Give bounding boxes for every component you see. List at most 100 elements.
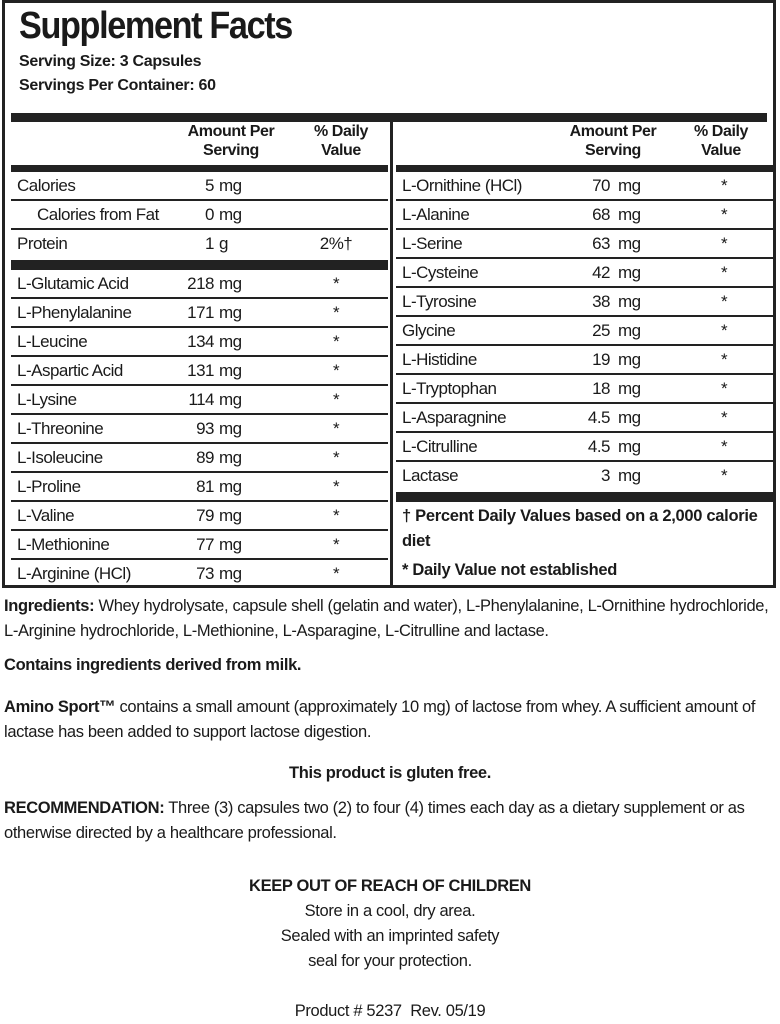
daily-value: * (720, 466, 728, 485)
ingredients: Ingredients: Whey hydrolysate, capsule s… (4, 594, 776, 644)
nutrient-row: L-Threonine 93 mg * (11, 415, 388, 444)
header-line: Value (321, 142, 361, 159)
nutrient-name: L-Ornithine (HCl) (402, 176, 522, 195)
ingredients-text: Whey hydrolysate, capsule shell (gelatin… (4, 597, 769, 640)
nutrient-amount: 1 (205, 234, 214, 253)
nutrient-amount: 63 (592, 234, 610, 253)
nutrient-row: L-Phenylalanine 171 mg * (11, 299, 388, 328)
nutrient-name: L-Leucine (17, 332, 88, 351)
nutrient-unit: mg (618, 292, 641, 311)
nutrient-row: L-Lysine 114 mg * (11, 386, 388, 415)
nutrient-amount: 5 (205, 176, 214, 195)
allergen-statement: Contains ingredients derived from milk. (4, 656, 302, 674)
nutrient-amount: 18 (592, 379, 610, 398)
table-header: Amount Per Serving % Daily Value (11, 122, 388, 165)
daily-value: * (332, 448, 340, 467)
nutrient-name: L-Threonine (17, 419, 104, 438)
nutrient-row: L-Tyrosine 38 mg * (396, 288, 773, 317)
daily-value: * (332, 274, 340, 293)
nutrient-unit: mg (219, 361, 242, 380)
nutrient-unit: mg (618, 263, 641, 282)
nutrient-unit: mg (618, 234, 641, 253)
nutrient-unit: mg (618, 437, 641, 456)
nutrient-row: Calories from Fat 0 mg (11, 201, 388, 230)
header-line: Amount Per (187, 123, 275, 140)
recommendation: RECOMMENDATION: Three (3) capsules two (… (4, 796, 776, 846)
panel-title: Supplement Facts (19, 5, 293, 47)
nutrient-row: L-Leucine 134 mg * (11, 328, 388, 357)
nutrient-unit: mg (219, 477, 242, 496)
product-name: Amino Sport™ (4, 698, 116, 716)
nutrient-amount: 68 (592, 205, 610, 224)
nutrient-name: L-Isoleucine (17, 448, 103, 467)
nutrient-unit: mg (618, 321, 641, 340)
nutrient-name: L-Lysine (17, 390, 77, 409)
nutrient-amount: 89 (196, 448, 214, 467)
dv-header: % Daily Value (686, 122, 756, 160)
nutrient-name: L-Histidine (402, 350, 477, 369)
nutrient-row: L-Proline 81 mg * (11, 473, 388, 502)
daily-value: * (720, 408, 728, 427)
nutrient-row: Glycine 25 mg * (396, 317, 773, 346)
nutrient-amount: 81 (196, 477, 214, 496)
nutrient-name: L-Valine (17, 506, 75, 525)
nutrient-row: L-Aspartic Acid 131 mg * (11, 357, 388, 386)
header-line: Serving (203, 142, 259, 159)
header-line: % Daily (313, 123, 369, 140)
lactose-statement: Amino Sport™ contains a small amount (ap… (4, 695, 776, 745)
daily-value: * (720, 176, 728, 195)
nutrient-unit: mg (219, 332, 242, 351)
nutrient-amount: 171 (187, 303, 214, 322)
thick-rule (396, 492, 773, 502)
nutrient-row: L-Alanine 68 mg * (396, 201, 773, 230)
storage-line: Store in a cool, dry area. (304, 902, 476, 920)
daily-value: * (720, 234, 728, 253)
nutrient-unit: mg (618, 205, 641, 224)
nutrient-amount: 0 (205, 205, 214, 224)
nutrient-name: L-Tyrosine (402, 292, 477, 311)
amount-header: Amount Per Serving (181, 122, 281, 160)
table-header: Amount Per Serving % Daily Value (396, 122, 773, 165)
nutrient-unit: mg (219, 205, 242, 224)
daily-value: 2%† (319, 234, 353, 253)
right-table: Amount Per Serving % Daily Value L-Ornithi… (396, 122, 773, 587)
ingredients-label: Ingredients: (4, 597, 95, 615)
daily-value: * (332, 506, 340, 525)
daily-value: * (332, 535, 340, 554)
footnote-dagger: † Percent Daily Values based on a 2,000 … (402, 507, 758, 550)
nutrient-amount: 93 (196, 419, 214, 438)
nutrient-name: L-Proline (17, 477, 81, 496)
nutrient-name: L-Methionine (17, 535, 110, 554)
nutrient-row: L-Valine 79 mg * (11, 502, 388, 531)
nutrient-unit: mg (618, 466, 641, 485)
nutrient-row: L-Histidine 19 mg * (396, 346, 773, 375)
nutrient-amount: 114 (188, 390, 214, 409)
thick-rule (11, 113, 767, 122)
daily-value: * (332, 419, 340, 438)
nutrient-unit: mg (219, 419, 242, 438)
serving-size: Serving Size: 3 Capsules (19, 53, 202, 70)
nutrient-amount: 4.5 (587, 437, 611, 456)
daily-value: * (720, 263, 728, 282)
nutrient-row: L-Cysteine 42 mg * (396, 259, 773, 288)
thick-rule (396, 165, 773, 172)
header-line: Value (701, 142, 741, 159)
daily-value: * (720, 205, 728, 224)
nutrient-amount: 134 (187, 332, 214, 351)
daily-value: * (332, 361, 340, 380)
nutrient-unit: mg (219, 176, 242, 195)
nutrient-unit: mg (219, 506, 242, 525)
daily-value: * (720, 292, 728, 311)
storage-line: Sealed with an imprinted safety (280, 927, 500, 945)
nutrient-row: Lactase 3 mg * (396, 462, 773, 491)
nutrient-row: L-Glutamic Acid 218 mg * (11, 270, 388, 299)
nutrient-amount: 73 (196, 564, 214, 583)
nutrient-amount: 42 (592, 263, 610, 282)
nutrient-row: L-Methionine 77 mg * (11, 531, 388, 560)
thick-rule (11, 260, 388, 270)
nutrient-row: L-Asparagnine 4.5 mg * (396, 404, 773, 433)
recommendation-text: Three (3) capsules two (2) to four (4) t… (4, 799, 745, 842)
recommendation-label: RECOMMENDATION: (4, 799, 165, 817)
nutrient-unit: mg (618, 176, 641, 195)
product-number: Product # 5237 Rev. 05/19 (294, 1002, 486, 1020)
